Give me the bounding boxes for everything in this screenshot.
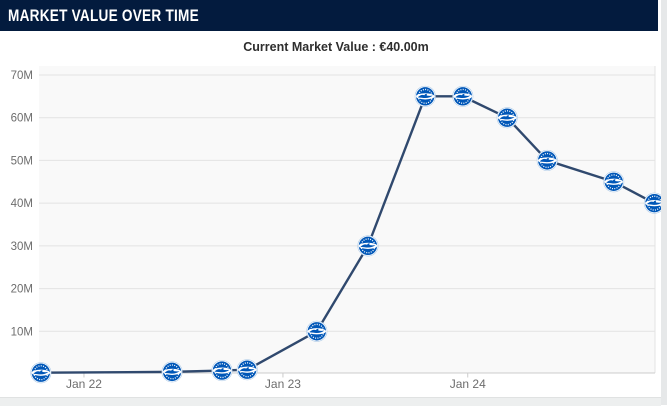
crest-part (646, 200, 662, 205)
crest-part (499, 115, 515, 120)
y-axis-tick-label: 60M (11, 113, 33, 125)
y-axis-tick-label: 30M (11, 241, 33, 253)
data-point-club-crest-icon[interactable] (536, 149, 558, 171)
data-point-club-crest-icon[interactable] (414, 85, 436, 107)
crest-part (309, 328, 325, 333)
crest-part (606, 179, 622, 184)
plot-area (39, 66, 655, 373)
crest-part (455, 93, 471, 99)
data-point-club-crest-icon[interactable] (306, 320, 328, 342)
current-market-value-label: Current Market Value : €40.00m (243, 40, 429, 54)
data-point-club-crest-icon[interactable] (236, 359, 258, 381)
y-axis-tick-label: 50M (11, 155, 33, 167)
x-axis-tick-label: Jan 24 (450, 377, 486, 391)
x-axis-tick-label: Jan 22 (66, 377, 102, 391)
y-axis-tick-label: 40M (11, 198, 33, 210)
data-point-club-crest-icon[interactable] (603, 171, 625, 193)
crest-part (539, 157, 555, 163)
crest-part (214, 368, 230, 373)
y-axis-tick-label: 10M (11, 326, 33, 338)
data-point-club-crest-icon[interactable] (643, 192, 665, 214)
data-point-club-crest-icon[interactable] (211, 360, 233, 382)
crest-part (417, 93, 433, 99)
crest-part (164, 369, 180, 374)
section-header-bar: MARKET VALUE OVER TIME (0, 0, 658, 31)
data-point-club-crest-icon[interactable] (161, 361, 183, 383)
y-axis-tick-label: 20M (11, 284, 33, 296)
crest-part (33, 370, 49, 375)
section-title: MARKET VALUE OVER TIME (8, 6, 199, 25)
data-point-club-crest-icon[interactable] (496, 107, 518, 129)
x-axis-tick-label: Jan 23 (265, 377, 301, 391)
vertical-scrollbar[interactable] (661, 0, 667, 405)
crest-part (239, 367, 255, 372)
data-point-club-crest-icon[interactable] (30, 362, 52, 384)
data-point-club-crest-icon[interactable] (452, 85, 474, 107)
crest-part (360, 243, 376, 248)
data-point-club-crest-icon[interactable] (357, 235, 379, 257)
y-axis-tick-label: 70M (11, 70, 33, 82)
section-bottom-strip (0, 397, 661, 406)
